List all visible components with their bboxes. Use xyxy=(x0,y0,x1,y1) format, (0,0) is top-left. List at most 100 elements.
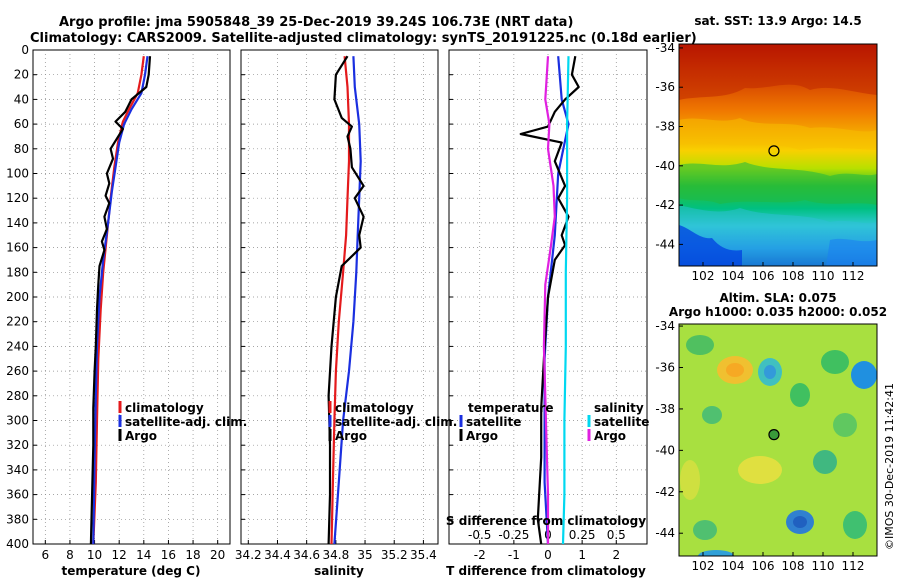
legend-climatology-label: climatology xyxy=(335,401,414,415)
imos-watermark: ©IMOS 30-Dec-2019 11:42:41 xyxy=(883,383,896,550)
depth-tick-label: 340 xyxy=(6,463,29,477)
t-difference-axis-labels: -2 -1 0 1 2 xyxy=(474,548,620,562)
sla-map-ticks: 102 104 106 108 110 112 -34 -36 -38 -40 -42 -44 xyxy=(655,319,864,573)
depth-tick-label: 200 xyxy=(6,290,29,304)
legend-s-argo-label: Argo xyxy=(594,429,626,443)
x-tick-label: 18 xyxy=(185,548,200,562)
s-difference-axis-title: S difference from climatology xyxy=(446,514,646,528)
temperature-legend: climatology satellite-adj. clim. Argo xyxy=(118,401,247,443)
map-lon-label: 110 xyxy=(812,269,835,283)
sla-map-panel: Altim. SLA: 0.075 Argo h1000: 0.035 h200… xyxy=(655,291,887,573)
series-line-argo xyxy=(327,55,365,544)
depth-tick-label: 160 xyxy=(6,241,29,255)
difference-profiles xyxy=(519,56,580,544)
x-tick-label: -1 xyxy=(508,548,520,562)
map-lon-label: 104 xyxy=(722,269,745,283)
series-line-salinity-satellite xyxy=(561,56,570,544)
x-tick-label: 34.6 xyxy=(293,548,320,562)
t-difference-axis-title: T difference from climatology xyxy=(446,564,646,578)
s-tick-label: 0.5 xyxy=(607,528,626,542)
x-tick-label: -2 xyxy=(474,548,486,562)
depth-tick-label: 0 xyxy=(21,43,29,57)
s-tick-label: -0.5 xyxy=(468,528,491,542)
salinity-legend: climatology satellite-adj. clim. Argo xyxy=(328,401,457,443)
sla-map-title-2: Argo h1000: 0.035 h2000: 0.052 xyxy=(669,305,887,319)
x-tick-label: 35.2 xyxy=(381,548,408,562)
temperature-axis-title: temperature (deg C) xyxy=(62,564,201,578)
depth-axis-labels: 0 20 40 60 80 100 120 140 160 180 200 220 240 260 280 3… xyxy=(6,43,29,551)
legend-t-satellite-label: satellite xyxy=(466,415,521,429)
map-lon-label: 102 xyxy=(692,269,715,283)
series-line-argo xyxy=(89,56,152,544)
x-tick-label: 0 xyxy=(544,548,552,562)
map-lon-label: 112 xyxy=(842,559,865,573)
series-line-temperature-argo xyxy=(519,56,580,544)
map-lat-label: -42 xyxy=(655,198,675,212)
legend-s-satellite-label: satellite xyxy=(594,415,649,429)
x-tick-label: 35 xyxy=(357,548,372,562)
map-lon-label: 104 xyxy=(722,559,745,573)
map-lon-label: 108 xyxy=(782,269,805,283)
sst-map-panel: sat. SST: 13.9 Argo: 14.5 102 104 106 108 11… xyxy=(655,14,878,283)
depth-tick-label: 380 xyxy=(6,512,29,526)
legend-t-argo-label: Argo xyxy=(466,429,498,443)
map-lat-label: -40 xyxy=(655,443,675,457)
map-lat-label: -40 xyxy=(655,159,675,173)
x-tick-label: 34.8 xyxy=(322,548,349,562)
map-lat-label: -36 xyxy=(655,80,675,94)
s-tick-label: -0.25 xyxy=(498,528,529,542)
s-tick-label: 0.25 xyxy=(569,528,596,542)
x-tick-label: 20 xyxy=(210,548,225,562)
sla-map-frame xyxy=(678,323,878,557)
depth-tick-label: 120 xyxy=(6,191,29,205)
difference-grid xyxy=(449,49,647,545)
x-tick-label: 34.4 xyxy=(264,548,291,562)
depth-tick-label: 180 xyxy=(6,265,29,279)
x-tick-label: 1 xyxy=(578,548,586,562)
series-line-temperature-satellite xyxy=(543,56,570,544)
sst-map-image xyxy=(679,44,877,266)
x-tick-label: 16 xyxy=(161,548,176,562)
depth-tick-label: 60 xyxy=(14,117,29,131)
series-line-climatology xyxy=(92,56,145,544)
x-tick-label: 14 xyxy=(136,548,151,562)
legend-climatology-label: climatology xyxy=(125,401,204,415)
depth-tick-label: 220 xyxy=(6,315,29,329)
depth-tick-label: 240 xyxy=(6,339,29,353)
temperature-profiles xyxy=(89,56,152,544)
salinity-profiles xyxy=(327,55,365,544)
salinity-grid xyxy=(241,49,438,545)
legend-argo-label: Argo xyxy=(125,429,157,443)
map-lat-label: -44 xyxy=(655,526,675,540)
map-lon-label: 110 xyxy=(812,559,835,573)
salinity-panel: 34.2 34.4 34.6 34.8 35 35.2 35.4 salinity clim… xyxy=(235,49,457,578)
depth-tick-label: 20 xyxy=(14,68,29,82)
map-lon-label: 112 xyxy=(842,269,865,283)
map-lat-label: -34 xyxy=(655,319,675,333)
depth-tick-label: 80 xyxy=(14,142,29,156)
temperature-grid xyxy=(33,49,230,545)
difference-panel: -2 -1 0 1 2 -0.5 -0.25 0 0.25 0.5 S difference f… xyxy=(446,49,649,578)
x-tick-label: 10 xyxy=(87,548,102,562)
sst-map-frame xyxy=(678,43,878,267)
sla-argo-location-marker xyxy=(768,429,780,441)
depth-tick-label: 360 xyxy=(6,488,29,502)
sla-map-image xyxy=(679,324,877,556)
temperature-panel: 0 20 40 60 80 100 120 140 160 180 200 220 240 260 280 3… xyxy=(6,43,247,578)
depth-tick-label: 400 xyxy=(6,537,29,551)
depth-tick-label: 100 xyxy=(6,167,29,181)
salinity-axis-labels: 34.2 34.4 34.6 34.8 35 35.2 35.4 xyxy=(235,548,437,562)
series-line-satellite-adj-clim- xyxy=(92,56,149,544)
depth-tick-label: 140 xyxy=(6,216,29,230)
difference-legend: temperature satellite Argo salinity sate… xyxy=(459,401,649,443)
depth-tick-label: 280 xyxy=(6,389,29,403)
sst-argo-location-marker xyxy=(768,145,780,157)
x-tick-label: 8 xyxy=(66,548,74,562)
legend-temperature-title: temperature xyxy=(468,401,553,415)
depth-tick-label: 300 xyxy=(6,414,29,428)
depth-tick-label: 40 xyxy=(14,92,29,106)
depth-tick-label: 260 xyxy=(6,364,29,378)
x-tick-label: 35.4 xyxy=(410,548,437,562)
